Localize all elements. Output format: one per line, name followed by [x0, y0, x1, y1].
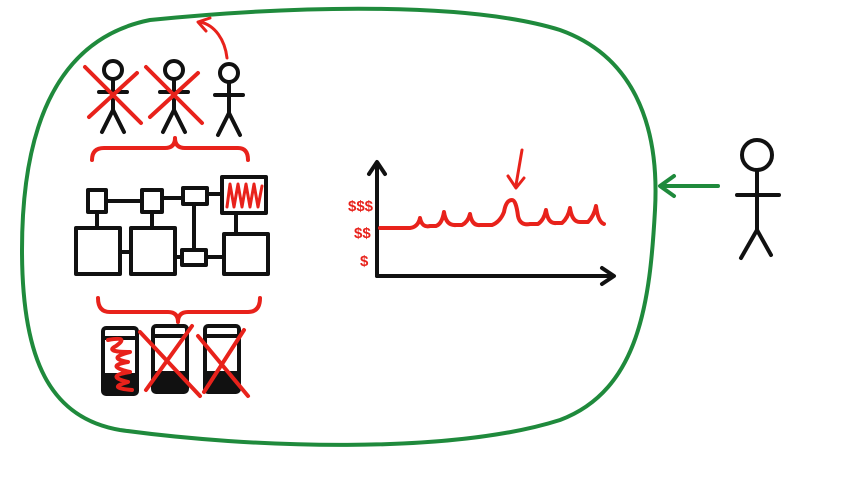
- curved-arrow-icon: [196, 16, 229, 60]
- y-axis-arrowhead: [367, 160, 387, 176]
- small-box: [180, 248, 208, 267]
- large-box: [129, 226, 177, 276]
- large-box: [74, 226, 122, 276]
- stick-figure-icon: [97, 59, 129, 134]
- y-tick-label: $: [360, 253, 369, 270]
- cross-out-mark: [196, 328, 250, 398]
- cross-out-mark: [144, 65, 204, 125]
- server-icon: [151, 324, 189, 394]
- system-boundary: [19, 6, 658, 447]
- left-arrow-icon: [658, 174, 720, 198]
- servers: [101, 324, 250, 398]
- down-arrow-icon: [506, 148, 526, 190]
- server-disk-block: [105, 373, 135, 392]
- large-box: [222, 232, 270, 276]
- stick-figure-icon: [735, 138, 781, 260]
- y-tick-label: $$: [354, 225, 371, 242]
- cost-chart: $$$ $$ $: [348, 148, 616, 286]
- overloaded-box: [220, 175, 268, 215]
- cross-out-mark: [83, 65, 143, 125]
- cross-out-mark: [138, 324, 202, 398]
- bottom-brace: [96, 296, 262, 324]
- overload-scribble: [106, 336, 134, 392]
- y-tick-label: $$$: [348, 198, 374, 215]
- overload-scribble: [225, 182, 264, 209]
- server-disk-block: [155, 371, 185, 390]
- small-box: [181, 186, 209, 206]
- top-brace: [90, 136, 250, 162]
- stick-figure-icon: [213, 62, 245, 137]
- team-members: [83, 59, 245, 137]
- x-axis-arrowhead: [600, 266, 616, 286]
- architecture-diagram: [74, 175, 270, 276]
- small-box: [140, 188, 164, 214]
- cost-line: [378, 198, 606, 230]
- small-box: [86, 188, 108, 214]
